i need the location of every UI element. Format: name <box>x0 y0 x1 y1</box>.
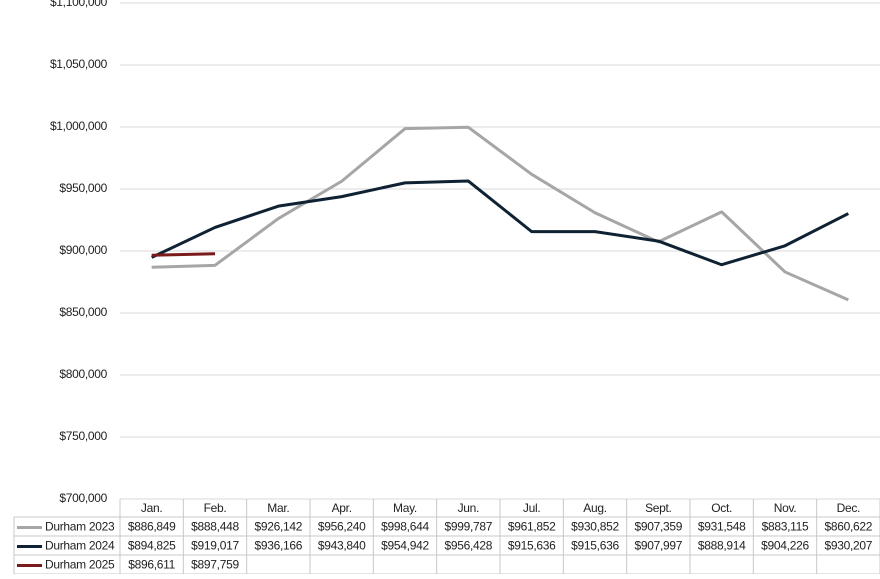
y-tick-label: $1,100,000 <box>50 0 108 9</box>
table-value: $956,240 <box>318 520 366 534</box>
table-value: $943,840 <box>318 539 366 553</box>
table-value: $961,852 <box>508 520 556 534</box>
table-value: $897,759 <box>191 558 239 572</box>
table-value: $930,852 <box>571 520 619 534</box>
x-tick-label: Oct. <box>711 501 732 515</box>
x-tick-label: Apr. <box>332 501 352 515</box>
table-value: $915,636 <box>571 539 619 553</box>
y-tick-label: $1,000,000 <box>50 119 108 133</box>
x-tick-label: Feb. <box>204 501 227 515</box>
table-value: $883,115 <box>762 520 809 534</box>
table-value: $956,428 <box>445 539 493 553</box>
table-value: $931,548 <box>698 520 746 534</box>
x-tick-label: Mar. <box>267 501 289 515</box>
y-tick-label: $1,050,000 <box>50 57 108 71</box>
table-value: $888,914 <box>698 539 746 553</box>
table-value: $919,017 <box>191 539 239 553</box>
table-value: $896,611 <box>128 558 175 572</box>
series-line <box>151 179 850 267</box>
x-tick-label: Jun. <box>458 501 479 515</box>
series-line <box>151 252 216 257</box>
x-tick-label: Sept. <box>645 501 672 515</box>
table-value: $915,636 <box>508 539 556 553</box>
y-tick-label: $900,000 <box>59 243 107 257</box>
table-value: $894,825 <box>128 539 176 553</box>
x-tick-label: Aug. <box>583 501 607 515</box>
x-tick-label: Nov. <box>774 501 797 515</box>
y-tick-label: $700,000 <box>59 491 107 505</box>
legend-label: Durham 2024 <box>45 539 115 553</box>
y-tick-label: $750,000 <box>59 429 107 443</box>
table-value: $954,942 <box>381 539 429 553</box>
table-value: $926,142 <box>255 520 303 534</box>
x-tick-label: Jul. <box>523 501 540 515</box>
table-value: $930,207 <box>825 539 873 553</box>
table-value: $936,166 <box>255 539 303 553</box>
table-value: $860,622 <box>825 520 873 534</box>
table-value: $907,997 <box>635 539 683 553</box>
series-line <box>151 125 849 302</box>
legend-label: Durham 2023 <box>45 520 115 534</box>
table-value: $888,448 <box>191 520 239 534</box>
x-tick-label: Dec. <box>837 501 860 515</box>
x-tick-label: Jan. <box>141 501 162 515</box>
table-value: $907,359 <box>635 520 683 534</box>
y-tick-label: $800,000 <box>59 367 107 381</box>
x-tick-label: May. <box>393 501 417 515</box>
table-value: $998,644 <box>381 520 429 534</box>
legend-label: Durham 2025 <box>45 558 115 572</box>
y-tick-label: $950,000 <box>59 181 107 195</box>
table-value: $886,849 <box>128 520 176 534</box>
table-value: $904,226 <box>761 539 809 553</box>
y-tick-label: $850,000 <box>59 305 107 319</box>
table-value: $999,787 <box>445 520 493 534</box>
